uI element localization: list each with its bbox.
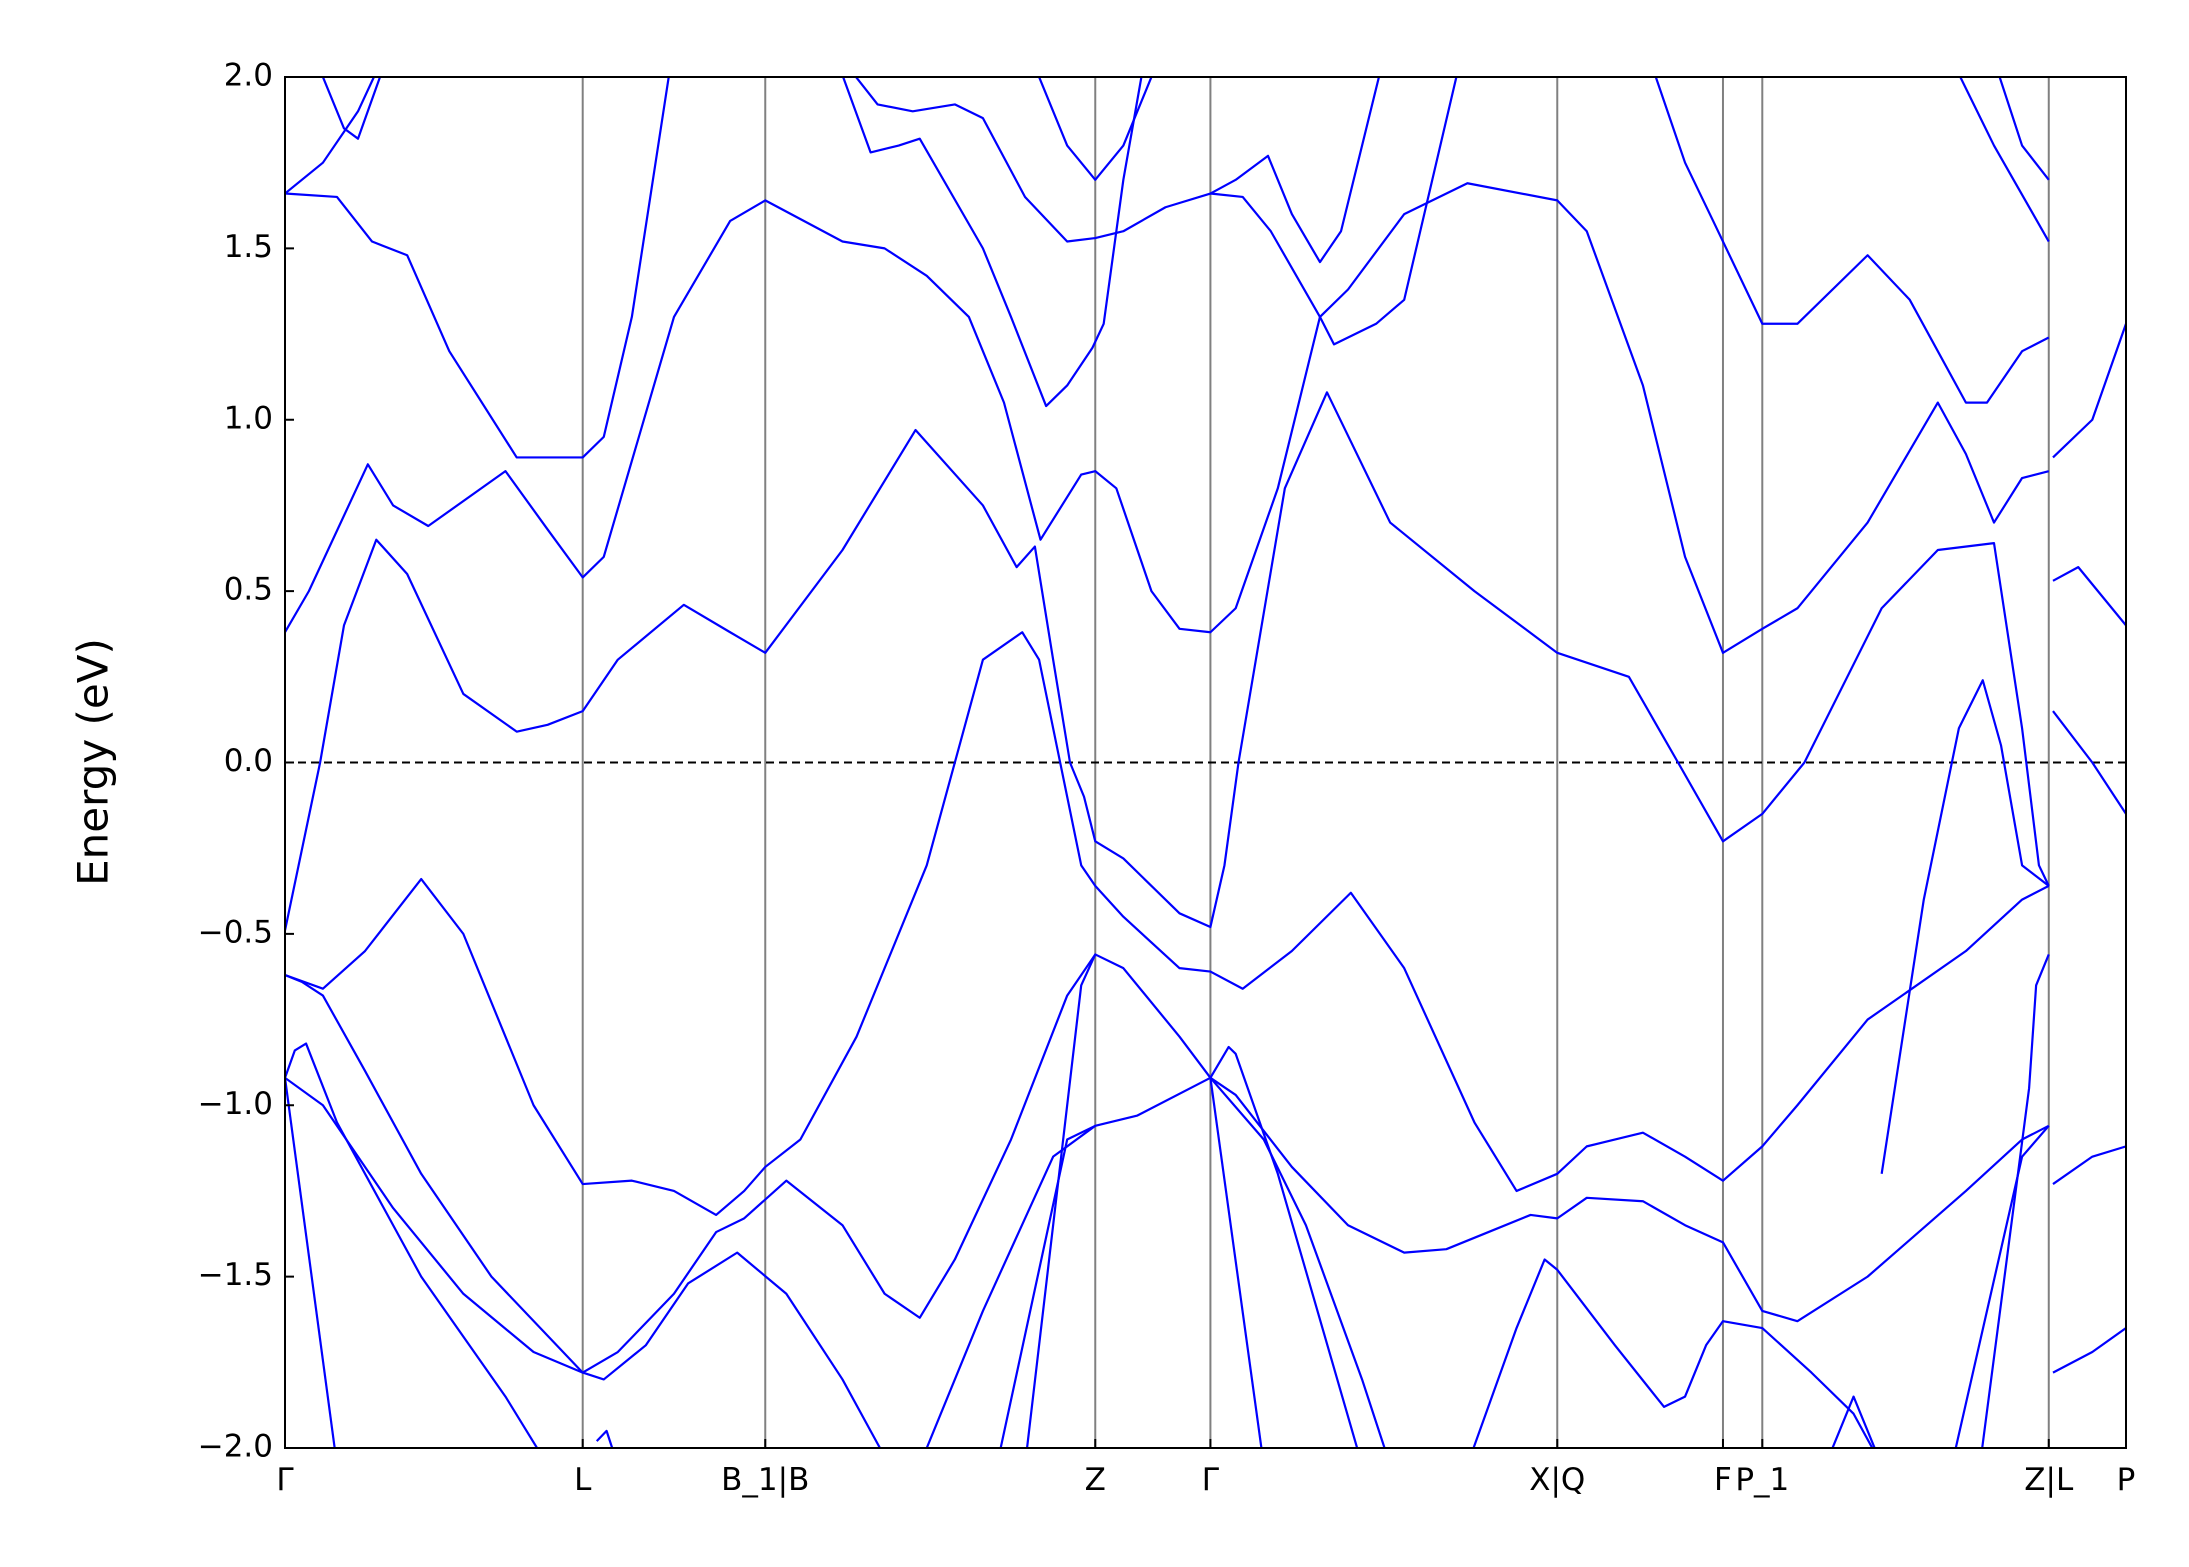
- band-line: [1831, 1395, 1876, 1448]
- band-line: [1954, 1125, 2050, 1448]
- band-line: [1209, 1045, 1359, 1448]
- band-line: [285, 182, 2126, 654]
- x-tick-label: Z|L: [2024, 1462, 2074, 1498]
- band-line: [1959, 77, 2050, 243]
- band-line: [1209, 77, 1381, 264]
- band-line: [285, 1076, 882, 1448]
- band-line: [285, 391, 2126, 931]
- axes-layer: −2.0 −1.5 −1.0 −0.5 0.0 0.5 1.0 1.5 2.0 Γ L B_1|B Z Γ…: [198, 58, 2136, 1499]
- band-line: [1998, 77, 2050, 181]
- x-tick-label: Z: [1085, 1462, 1106, 1498]
- x-tick-label: B_1|B: [721, 1462, 809, 1498]
- band-line: [1209, 1077, 1263, 1448]
- y-tick-label: 2.0: [224, 58, 273, 94]
- band-line: [925, 1076, 1386, 1448]
- band-line: [595, 1429, 614, 1448]
- band-line: [1037, 77, 1153, 181]
- x-tick-label: P_1: [1735, 1462, 1789, 1498]
- x-tick-label: F: [1714, 1462, 1732, 1498]
- band-line: [321, 77, 382, 140]
- y-tick-label: 0.5: [224, 572, 273, 608]
- band-line: [1654, 77, 2126, 459]
- band-line: [285, 631, 2126, 1217]
- band-line: [1025, 953, 1097, 1448]
- y-tick-label: −1.0: [198, 1086, 273, 1122]
- band-line: [285, 77, 670, 459]
- y-tick-label: 1.5: [224, 229, 273, 265]
- x-tick-label: L: [574, 1462, 592, 1498]
- x-tick-label: P: [2117, 1462, 2136, 1498]
- band-line: [999, 1124, 1096, 1448]
- y-axis-label: Energy (eV): [69, 638, 118, 886]
- x-tick-label: Γ: [276, 1462, 294, 1498]
- y-tick-label: 1.0: [224, 400, 273, 436]
- y-tick-label: −2.0: [198, 1429, 273, 1465]
- band-line: [1880, 679, 2050, 1174]
- band-line: [1981, 954, 2050, 1448]
- y-tick-label: 0.0: [224, 743, 273, 779]
- band-line: [285, 953, 2126, 1374]
- data-layer: [285, 77, 2126, 1448]
- x-tick-label: X|Q: [1529, 1462, 1585, 1498]
- y-tick-label: −0.5: [198, 914, 273, 950]
- band-line: [285, 1077, 336, 1448]
- band-line: [854, 77, 1458, 346]
- x-tick-label: Γ: [1202, 1462, 1220, 1498]
- band-line: [285, 1042, 539, 1448]
- band-line: [285, 77, 376, 195]
- y-tick-label: −1.5: [198, 1257, 273, 1293]
- band-line: [841, 77, 1143, 408]
- band-line: [1472, 1258, 1874, 1448]
